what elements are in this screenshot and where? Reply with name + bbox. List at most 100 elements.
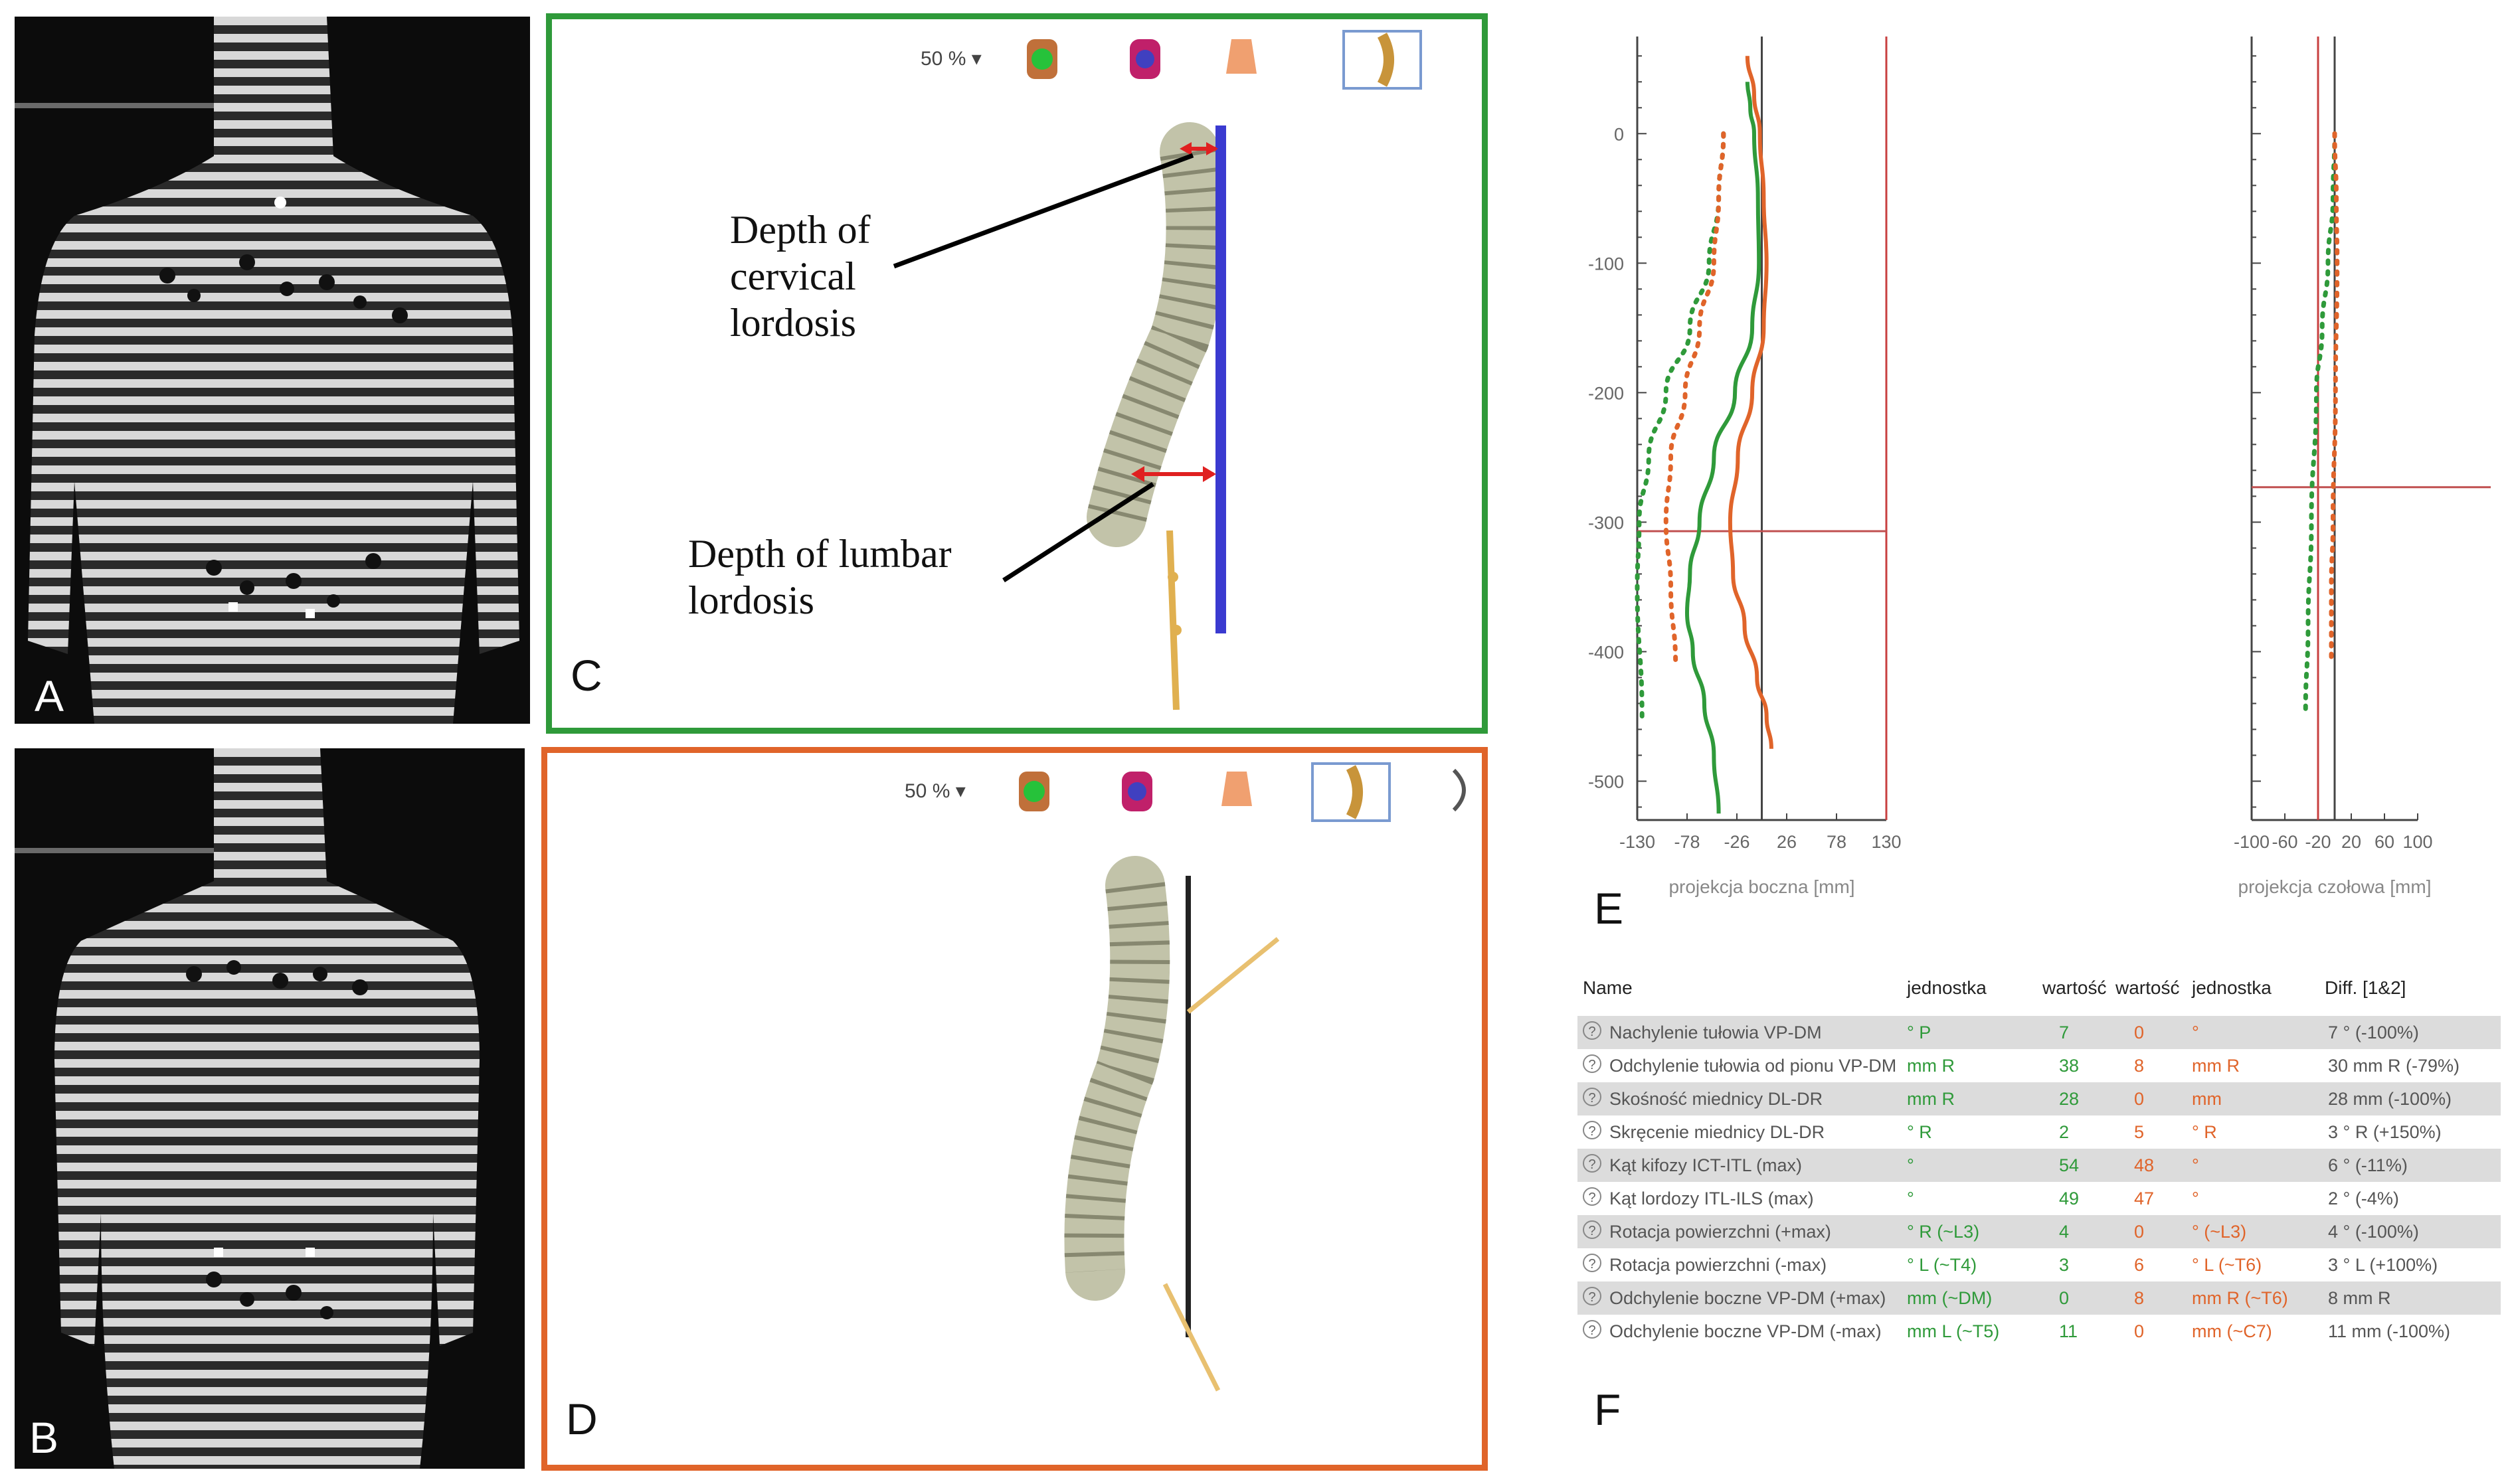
value-1: 0 — [2059, 1288, 2070, 1308]
red-body-icon[interactable] — [1123, 34, 1167, 84]
unit-2: mm R — [2192, 1056, 2240, 1076]
spine-profile-icon[interactable] — [1342, 30, 1422, 90]
back-stripe-image-b — [15, 748, 525, 1469]
green-body-icon[interactable] — [1020, 34, 1064, 84]
param-name: Odchylenie boczne VP-DM (+max) — [1609, 1288, 1886, 1308]
markers-b — [186, 960, 368, 1319]
help-icon[interactable]: ? — [1583, 1021, 1601, 1040]
y-tick-label: -400 — [1588, 642, 1624, 662]
unit-1: ° — [1907, 1189, 1914, 1208]
param-name: Skręcenie miednicy DL-DR — [1609, 1122, 1825, 1142]
param-name: Skośność miednicy DL-DR — [1609, 1089, 1823, 1109]
table-header: Name jednostka wartość wartość jednostka… — [1577, 969, 2501, 1016]
help-icon[interactable]: ? — [1583, 1187, 1601, 1206]
torso-icon[interactable] — [1215, 766, 1259, 817]
y-tick-label: -300 — [1588, 513, 1624, 533]
annotation-lumbar: Depth of lumbar lordosis — [688, 532, 952, 622]
curve-icon[interactable] — [1441, 765, 1484, 815]
value-2: 0 — [2134, 1023, 2145, 1042]
unit-2: ° R — [2192, 1122, 2217, 1142]
axes: -100 -60 -20 20 60 100 projekcja czołowa [mm] — [2234, 37, 2433, 897]
diff-value: 3 ° R (+150%) — [2328, 1122, 2442, 1142]
help-icon[interactable]: ? — [1583, 1287, 1601, 1305]
unit-1: ° — [1907, 1155, 1914, 1175]
unit-1: ° R — [1907, 1122, 1932, 1142]
green-body-icon[interactable] — [1012, 766, 1056, 817]
back-stripe-image-a — [15, 17, 530, 724]
y-tick-label: -200 — [1588, 383, 1624, 403]
unit-1: ° R (~L3) — [1907, 1222, 1980, 1242]
diff-value: 4 ° (-100%) — [2328, 1222, 2419, 1242]
col-value-1[interactable]: wartość — [2042, 977, 2107, 998]
x-tick-label: 78 — [1827, 832, 1846, 852]
unit-1: ° L (~T4) — [1907, 1255, 1977, 1275]
photo-panel-a: A — [15, 17, 530, 724]
value-2: 5 — [2134, 1122, 2145, 1142]
help-icon[interactable]: ? — [1583, 1320, 1601, 1339]
value-1: 28 — [2059, 1089, 2080, 1109]
table-row[interactable]: ? Rotacja powierzchni (+max) ° R (~L3) 4 0 ° … — [1577, 1215, 2501, 1248]
unit-2: ° (~L3) — [2192, 1222, 2247, 1242]
value-1: 38 — [2059, 1056, 2080, 1076]
unit-2: ° — [2192, 1155, 2199, 1175]
spine-profile-icon[interactable] — [1311, 762, 1391, 822]
diff-value: 30 mm R (-79%) — [2328, 1056, 2460, 1076]
value-2: 47 — [2134, 1189, 2155, 1208]
series-orange-solid — [1728, 56, 1773, 749]
red-body-icon[interactable] — [1115, 766, 1159, 817]
markers-a — [159, 254, 408, 608]
unit-1: mm R — [1907, 1089, 1955, 1109]
zoom-dropdown[interactable]: 50 % ▾ — [921, 48, 982, 70]
unit-2: ° — [2192, 1023, 2199, 1042]
help-icon[interactable]: ? — [1583, 1154, 1601, 1173]
torso-icon[interactable] — [1219, 34, 1263, 84]
col-unit-2[interactable]: jednostka — [2192, 977, 2272, 998]
help-icon[interactable]: ? — [1583, 1054, 1601, 1073]
table-row[interactable]: ? Kąt kifozy ICT-ITL (max) ° 54 48 ° 6 ° (-11%… — [1577, 1149, 2501, 1182]
series-orange-dotted — [2329, 131, 2340, 667]
zoom-dropdown[interactable]: 50 % ▾ — [905, 780, 966, 802]
panel-label-e: E — [1594, 884, 1624, 933]
spine-view-panel-c: 50 % ▾ Depth of cervical lordos — [546, 13, 1488, 734]
col-value-2[interactable]: wartość — [2115, 977, 2180, 998]
x-axis-title: projekcja czołowa [mm] — [2238, 876, 2432, 897]
col-name[interactable]: Name — [1583, 977, 1633, 998]
x-tick-label: -130 — [1619, 832, 1655, 852]
axes: -130 -78 -26 26 78 130 0 -100 -200 -300 -400 -500 pr… — [1588, 37, 1902, 897]
panel-label-b: B — [29, 1413, 59, 1462]
help-icon[interactable]: ? — [1583, 1121, 1601, 1139]
x-tick-label: -78 — [1674, 832, 1700, 852]
y-tick-label: 0 — [1614, 124, 1624, 144]
y-tick-label: -500 — [1588, 772, 1624, 791]
col-diff[interactable]: Diff. [1&2] — [2325, 977, 2406, 998]
help-icon[interactable]: ? — [1583, 1088, 1601, 1106]
x-tick-label: -60 — [2272, 832, 2297, 852]
x-tick-label: 100 — [2402, 832, 2432, 852]
help-icon[interactable]: ? — [1583, 1254, 1601, 1272]
col-unit-1[interactable]: jednostka — [1907, 977, 1987, 998]
table-row[interactable]: ? Skręcenie miednicy DL-DR ° R 2 5 ° R 3 ° R (… — [1577, 1115, 2501, 1149]
table-row[interactable]: ? Rotacja powierzchni (-max) ° L (~T4) 3 6 ° … — [1577, 1248, 2501, 1281]
photo-panel-b: B — [15, 748, 525, 1469]
table-row[interactable]: ? Nachylenie tułowia VP-DM ° P 7 0 ° 7 ° (-100… — [1577, 1016, 2501, 1049]
value-2: 0 — [2134, 1222, 2145, 1242]
help-icon[interactable]: ? — [1583, 1220, 1601, 1239]
table-row[interactable]: ? Odchylenie tułowia od pionu VP-DM mm R 38… — [1577, 1049, 2501, 1082]
spine-model-d — [1064, 856, 1280, 1392]
table-row[interactable]: ? Skośność miednicy DL-DR mm R 28 0 mm 28 mm (… — [1577, 1082, 2501, 1115]
series-green-solid — [1684, 82, 1761, 814]
table-row[interactable]: ? Kąt lordozy ITL-ILS (max) ° 49 47 ° 2 ° (-4%… — [1577, 1182, 2501, 1215]
diff-value: 28 mm (-100%) — [2328, 1089, 2452, 1109]
x-axis-title: projekcja boczna [mm] — [1668, 876, 1854, 897]
unit-2: ° — [2192, 1189, 2199, 1208]
table-row[interactable]: ? Odchylenie boczne VP-DM (-max) mm L (~T5… — [1577, 1315, 2501, 1348]
unit-2: mm R (~T6) — [2192, 1288, 2288, 1308]
value-2: 48 — [2134, 1155, 2155, 1175]
lateral-projection-chart: -130 -78 -26 26 78 130 0 -100 -200 -300 -400 -500 pr… — [1588, 37, 1902, 897]
value-1: 3 — [2059, 1255, 2070, 1275]
unit-1: mm R — [1907, 1056, 1955, 1076]
value-2: 8 — [2134, 1056, 2145, 1076]
spine-view-panel-d: 50 % ▾ D — [541, 747, 1488, 1471]
table-row[interactable]: ? Odchylenie boczne VP-DM (+max) mm (~DM) 0… — [1577, 1281, 2501, 1315]
value-1: 4 — [2059, 1222, 2070, 1242]
